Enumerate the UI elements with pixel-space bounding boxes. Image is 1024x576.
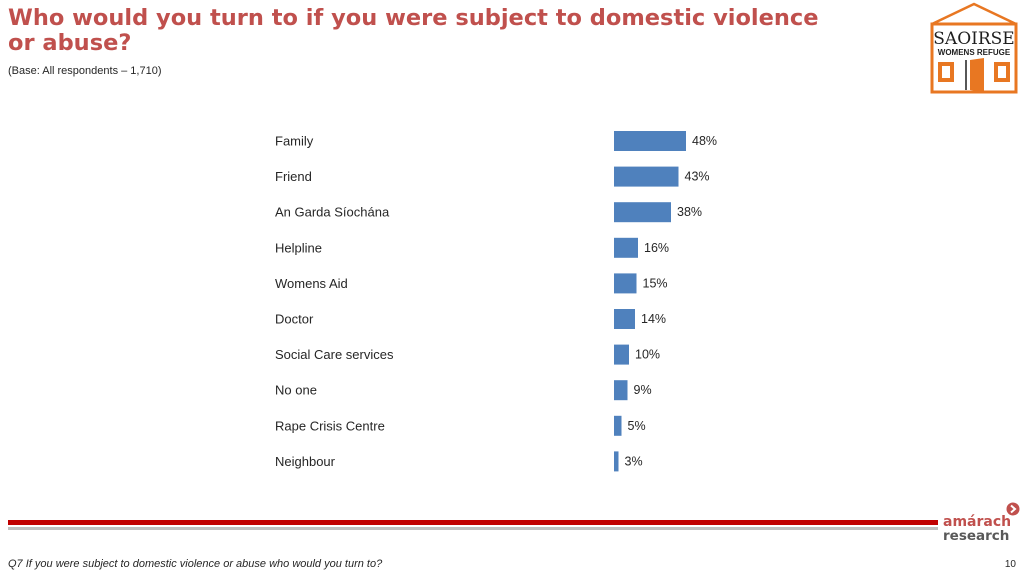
category-label: Womens Aid bbox=[275, 276, 348, 291]
bar bbox=[614, 344, 629, 365]
logo-door-icon bbox=[970, 58, 984, 92]
bar bbox=[614, 202, 671, 223]
bar bbox=[614, 166, 679, 187]
category-label: Helpline bbox=[275, 240, 322, 255]
category-label: Neighbour bbox=[275, 454, 336, 469]
logo-brand-top: SAOIRSE bbox=[933, 29, 1014, 49]
logo-brand-bottom: WOMENS REFUGE bbox=[938, 48, 1011, 57]
value-label: 5% bbox=[628, 419, 646, 433]
value-label: 16% bbox=[644, 241, 669, 255]
bar bbox=[614, 273, 637, 294]
saoirse-logo: SAOIRSE WOMENS REFUGE bbox=[930, 2, 1018, 94]
value-label: 48% bbox=[692, 134, 717, 148]
category-label: Friend bbox=[275, 169, 312, 184]
page-number: 10 bbox=[1004, 559, 1016, 570]
title-line-2: or abuse? bbox=[8, 30, 132, 56]
value-label: 3% bbox=[625, 454, 643, 468]
bar bbox=[614, 380, 628, 401]
bar bbox=[614, 309, 635, 329]
base-note: (Base: All respondents – 1,710) bbox=[8, 65, 162, 77]
amarach-arrow-icon bbox=[1006, 502, 1020, 516]
bar bbox=[614, 131, 686, 151]
title-line-1: Who would you turn to if you were subjec… bbox=[8, 5, 819, 31]
category-label: Family bbox=[275, 134, 314, 149]
value-label: 9% bbox=[634, 383, 652, 397]
bar bbox=[614, 237, 638, 258]
bar bbox=[614, 451, 619, 472]
value-label: 10% bbox=[635, 348, 660, 362]
logo-frame bbox=[930, 22, 1018, 94]
amarach-brand-line2: research bbox=[943, 528, 1009, 544]
amarach-logo: amárach research bbox=[943, 502, 1020, 544]
category-label: Rape Crisis Centre bbox=[275, 418, 385, 433]
category-label: An Garda Síochána bbox=[275, 205, 390, 220]
value-label: 38% bbox=[677, 205, 702, 219]
value-label: 43% bbox=[685, 170, 710, 184]
category-label: No one bbox=[275, 383, 317, 398]
footer-rule-grey bbox=[8, 527, 938, 530]
value-label: 15% bbox=[643, 276, 668, 290]
footer-rule-red bbox=[8, 520, 938, 525]
value-label: 14% bbox=[641, 312, 666, 326]
category-label: Social Care services bbox=[275, 347, 394, 362]
bar bbox=[614, 415, 622, 436]
page-title: Who would you turn to if you were subjec… bbox=[8, 6, 908, 56]
question-footnote: Q7 If you were subject to domestic viole… bbox=[8, 558, 383, 570]
category-label: Doctor bbox=[275, 312, 314, 327]
amarach-brand-line1: amárach bbox=[943, 514, 1011, 530]
